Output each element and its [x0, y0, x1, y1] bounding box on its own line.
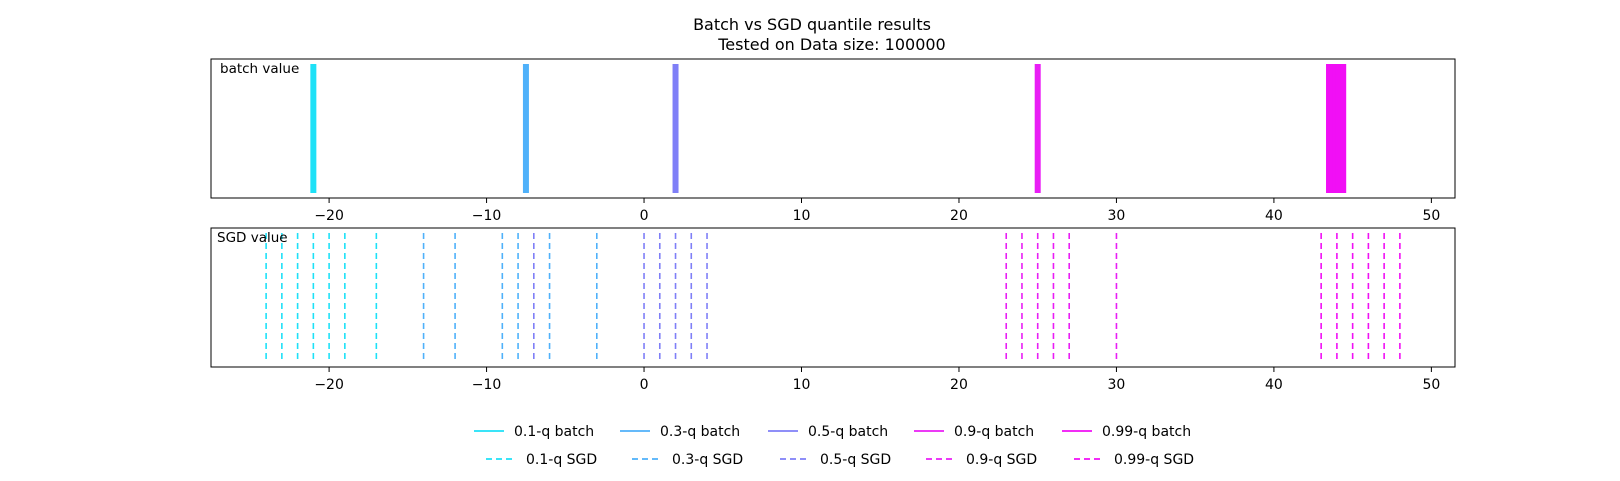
panel-label: batch value [220, 61, 299, 77]
x-tick-label: 10 [793, 377, 811, 393]
x-tick-label: 40 [1265, 208, 1283, 224]
panel-frame [210, 58, 1456, 199]
legend-label: 0.1-q SGD [526, 452, 597, 468]
chart-title: Batch vs SGD quantile results [693, 15, 931, 34]
legend-label: 0.9-q batch [954, 424, 1034, 440]
legend-label: 0.99-q SGD [1114, 452, 1194, 468]
sgd-panel: SGD value −20 −10 0 10 20 30 40 50 [210, 227, 1456, 393]
x-tick-label: 0 [640, 208, 649, 224]
chart-subtitle: Tested on Data size: 100000 [717, 35, 945, 54]
x-tick-label: 10 [793, 208, 811, 224]
legend-label: 0.99-q batch [1102, 424, 1191, 440]
legend-label: 0.5-q SGD [820, 452, 891, 468]
x-tick-label: 50 [1422, 377, 1440, 393]
panel-frame [210, 227, 1456, 368]
batch-panel: batch value −20 −10 0 10 20 30 40 50 [210, 58, 1456, 224]
x-tick-label: 50 [1422, 208, 1440, 224]
x-tick-label: −20 [314, 377, 344, 393]
x-tick-label: 20 [950, 377, 968, 393]
x-tick-label: 20 [950, 208, 968, 224]
x-tick-label: 30 [1108, 377, 1126, 393]
x-tick-label: 0 [640, 377, 649, 393]
legend: 0.1-q batch 0.3-q batch 0.5-q batch 0.9-q b… [474, 424, 1194, 468]
legend-label: 0.1-q batch [514, 424, 594, 440]
legend-label: 0.9-q SGD [966, 452, 1037, 468]
legend-label: 0.3-q batch [660, 424, 740, 440]
x-tick-label: 40 [1265, 377, 1283, 393]
x-tick-label: −10 [472, 377, 502, 393]
x-tick-label: 30 [1108, 208, 1126, 224]
panel-label: SGD value [217, 230, 288, 246]
legend-label: 0.3-q SGD [672, 452, 743, 468]
x-tick-label: −20 [314, 208, 344, 224]
x-tick-label: −10 [472, 208, 502, 224]
legend-label: 0.5-q batch [808, 424, 888, 440]
